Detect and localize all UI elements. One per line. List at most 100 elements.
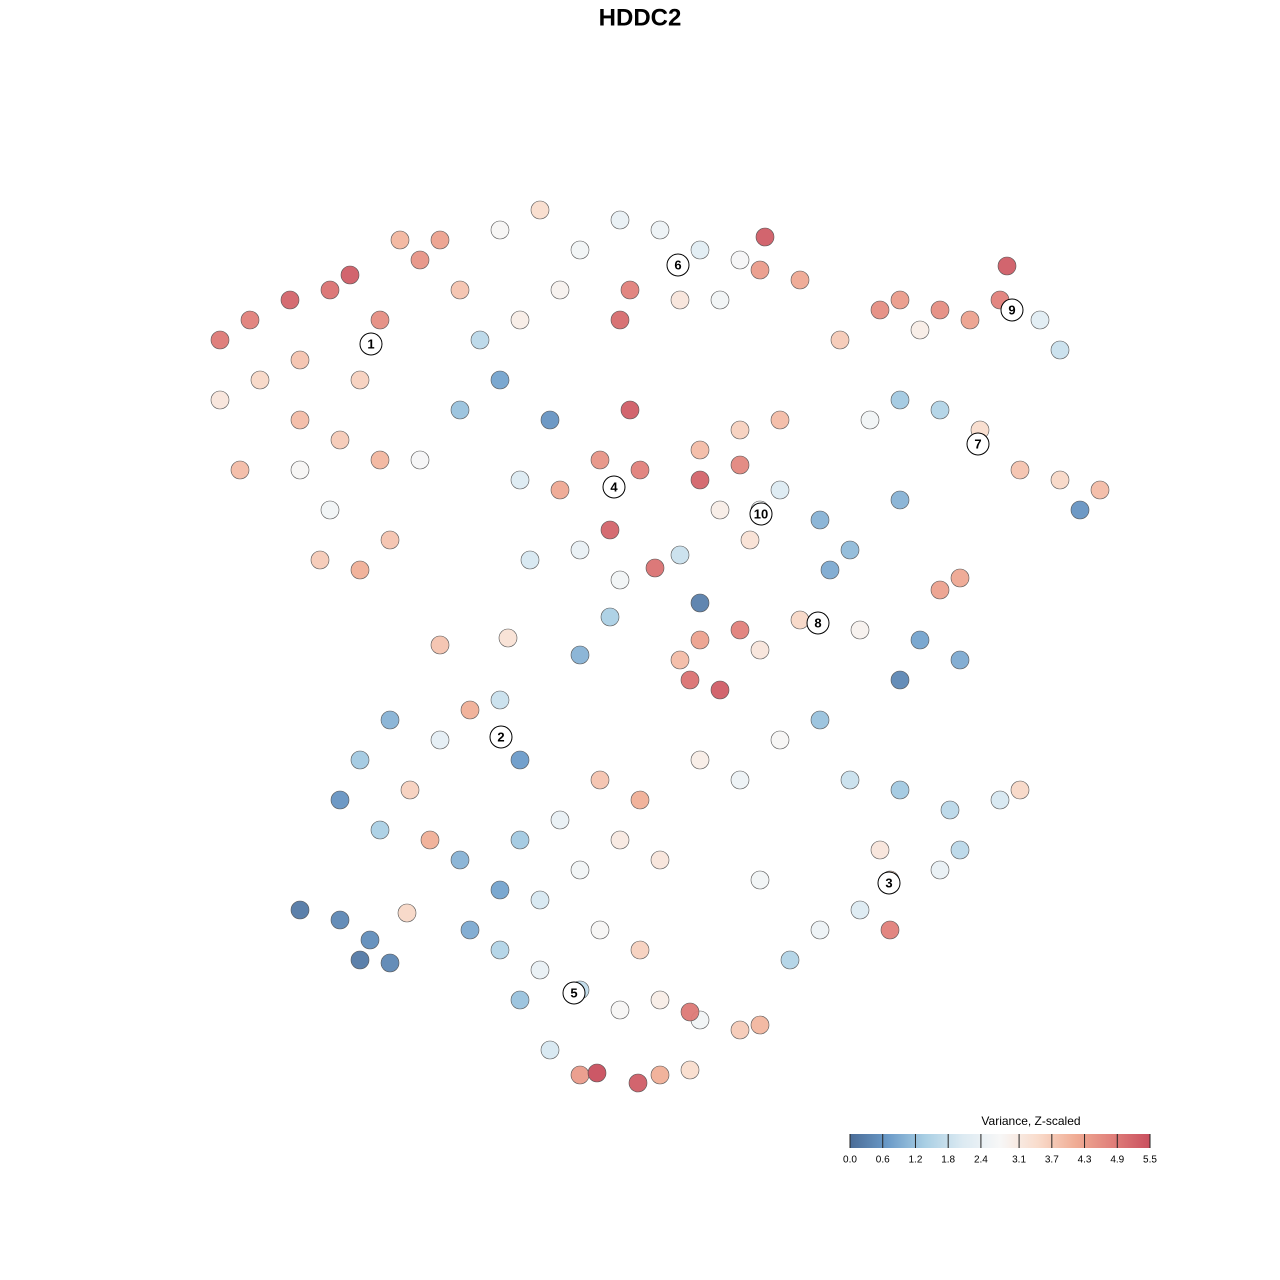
point: [950, 840, 970, 860]
point: [950, 568, 970, 588]
point: [1090, 480, 1110, 500]
point: [290, 900, 310, 920]
cluster-label: 8: [814, 615, 821, 630]
point: [390, 230, 410, 250]
chart-title: HDDC2: [599, 4, 682, 31]
point: [250, 370, 270, 390]
point: [770, 480, 790, 500]
cluster-label-badge: [877, 871, 901, 895]
point: [710, 290, 730, 310]
point: [587, 1063, 607, 1083]
point: [997, 256, 1017, 276]
point: [450, 850, 470, 870]
colorbar-tick-label: 2.4: [974, 1155, 988, 1166]
point: [628, 1073, 648, 1093]
point: [730, 1020, 750, 1040]
point: [710, 680, 730, 700]
point: [890, 390, 910, 410]
point: [530, 890, 550, 910]
point: [610, 830, 630, 850]
point: [540, 1040, 560, 1060]
point: [380, 710, 400, 730]
point: [470, 330, 490, 350]
point: [280, 290, 300, 310]
point: [340, 265, 360, 285]
point: [410, 450, 430, 470]
point: [210, 390, 230, 410]
point: [670, 290, 690, 310]
cluster-label: 2: [497, 729, 504, 744]
point: [890, 780, 910, 800]
point: [410, 250, 430, 270]
point: [670, 545, 690, 565]
point: [1010, 780, 1030, 800]
cluster-label-badge: [966, 432, 990, 456]
point: [1050, 470, 1070, 490]
point: [570, 240, 590, 260]
point: [840, 540, 860, 560]
cluster-label-badge: [666, 253, 690, 277]
point: [630, 460, 650, 480]
point: [680, 670, 700, 690]
point: [498, 628, 518, 648]
point: [570, 540, 590, 560]
point: [750, 640, 770, 660]
cluster-label: 1: [367, 336, 374, 351]
point: [400, 780, 420, 800]
point: [550, 810, 570, 830]
point: [930, 580, 950, 600]
colorbar-tick-label: 4.9: [1110, 1155, 1124, 1166]
point: [730, 420, 750, 440]
point: [230, 460, 250, 480]
point: [730, 455, 750, 475]
point: [950, 650, 970, 670]
point: [490, 220, 510, 240]
point: [460, 920, 480, 940]
point: [810, 710, 830, 730]
point: [690, 630, 710, 650]
point: [510, 750, 530, 770]
point: [530, 960, 550, 980]
cluster-label: 10: [754, 506, 768, 521]
point: [770, 410, 790, 430]
point: [430, 635, 450, 655]
point: [750, 260, 770, 280]
point: [610, 310, 630, 330]
point: [610, 210, 630, 230]
colorbar-tick-label: 5.5: [1143, 1155, 1157, 1166]
point: [380, 530, 400, 550]
point: [770, 730, 790, 750]
point: [645, 558, 665, 578]
cluster-label-badge: [602, 475, 626, 499]
point: [490, 370, 510, 390]
colorbar-tick-label: 3.7: [1045, 1155, 1059, 1166]
point: [650, 990, 670, 1010]
point: [810, 510, 830, 530]
point: [710, 500, 730, 520]
point: [850, 620, 870, 640]
cluster-label: 6: [674, 257, 681, 272]
point: [990, 790, 1010, 810]
point: [780, 950, 800, 970]
point: [850, 900, 870, 920]
point: [330, 910, 350, 930]
cluster-label: 7: [974, 436, 981, 451]
colorbar-tick-label: 3.1: [1012, 1155, 1026, 1166]
point: [960, 310, 980, 330]
point: [320, 280, 340, 300]
cluster-label: 4: [610, 479, 618, 494]
point: [650, 220, 670, 240]
point: [650, 1065, 670, 1085]
point: [210, 330, 230, 350]
point: [620, 280, 640, 300]
point: [430, 230, 450, 250]
point: [690, 750, 710, 770]
point: [370, 450, 390, 470]
cluster-labels: 1 2 3 4 5 6 7 8 9 10: [359, 253, 1024, 1005]
point: [540, 410, 560, 430]
point: [590, 770, 610, 790]
point: [860, 410, 880, 430]
colorbar-tick-label: 4.3: [1078, 1155, 1092, 1166]
point: [290, 460, 310, 480]
